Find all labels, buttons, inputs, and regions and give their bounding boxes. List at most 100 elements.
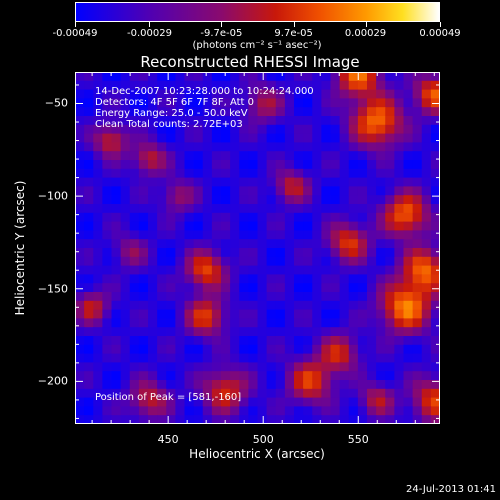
heatmap-cell xyxy=(421,327,432,337)
heatmap-cell xyxy=(138,344,149,355)
heatmap-cell xyxy=(202,177,213,187)
heatmap-cell xyxy=(348,353,359,363)
heatmap-cell xyxy=(138,300,149,311)
heatmap-cell xyxy=(330,116,341,126)
heatmap-cell xyxy=(230,327,240,337)
heatmap-cell xyxy=(129,380,140,390)
heatmap-cell xyxy=(312,195,322,205)
heatmap-cell xyxy=(421,371,432,381)
heatmap-cell xyxy=(129,168,140,179)
heatmap-cell xyxy=(175,415,186,424)
heatmap-cell xyxy=(202,362,213,372)
annotation-peak-position: Position of Peak = [581,-160] xyxy=(95,392,242,403)
heatmap-cell xyxy=(394,72,405,82)
heatmap-cell xyxy=(412,318,423,328)
heatmap-cell xyxy=(303,318,313,328)
heatmap-cell xyxy=(385,186,395,196)
heatmap-cell xyxy=(120,318,131,328)
heatmap-cell xyxy=(248,212,259,223)
heatmap-cell xyxy=(385,318,395,328)
heatmap-cell xyxy=(211,177,222,187)
heatmap-cell xyxy=(248,388,259,399)
heatmap-cell xyxy=(239,248,249,258)
heatmap-cell xyxy=(248,80,259,91)
heatmap-cell xyxy=(266,309,277,319)
heatmap-cell xyxy=(321,80,332,91)
heatmap-cell xyxy=(166,230,176,240)
heatmap-cell xyxy=(75,397,85,407)
heatmap-cell xyxy=(239,212,249,223)
heatmap-cell xyxy=(193,283,204,293)
heatmap-cell xyxy=(138,292,149,302)
heatmap-cell xyxy=(138,160,149,170)
heatmap-cell xyxy=(211,221,222,231)
heatmap-cell xyxy=(275,221,286,231)
heatmap-cell xyxy=(275,318,286,328)
heatmap-cell xyxy=(221,327,231,337)
heatmap-cell xyxy=(120,327,131,337)
heatmap-cell xyxy=(339,371,350,381)
heatmap-cell xyxy=(412,309,423,319)
heatmap-cell xyxy=(138,283,149,293)
heatmap-cell xyxy=(138,230,149,240)
heatmap-cell xyxy=(421,133,432,143)
heatmap-cell xyxy=(184,204,195,214)
annotation-detectors: Detectors: 4F 5F 6F 7F 8F, Att 0 xyxy=(95,97,255,108)
heatmap-cell xyxy=(303,72,313,82)
heatmap-cell xyxy=(157,89,167,99)
heatmap-cell xyxy=(394,344,405,355)
heatmap-cell xyxy=(202,397,213,407)
heatmap-cell xyxy=(257,107,268,117)
heatmap-cell xyxy=(193,195,204,205)
heatmap-cell xyxy=(84,415,94,424)
heatmap-cell xyxy=(138,107,149,117)
heatmap-cell xyxy=(157,168,167,179)
heatmap-cell xyxy=(294,415,304,424)
heatmap-cell xyxy=(175,212,186,223)
heatmap-cell xyxy=(211,151,222,161)
heatmap-cell xyxy=(129,72,140,82)
heatmap-cell xyxy=(157,230,167,240)
heatmap-cell xyxy=(193,353,204,363)
heatmap-cell xyxy=(75,371,85,381)
heatmap-cell xyxy=(148,221,158,231)
heatmap-cell xyxy=(421,292,432,302)
heatmap-cell xyxy=(138,397,149,407)
heatmap-cell xyxy=(202,388,213,399)
heatmap-cell xyxy=(385,195,395,205)
heatmap-cell xyxy=(376,124,386,135)
heatmap-cell xyxy=(421,362,432,372)
heatmap-cell xyxy=(129,116,140,126)
heatmap-cell xyxy=(266,388,277,399)
heatmap-cell xyxy=(357,300,368,311)
heatmap-cell xyxy=(184,168,195,179)
heatmap-cell xyxy=(430,116,440,126)
heatmap-cell xyxy=(184,239,195,249)
heatmap-cell xyxy=(257,274,268,284)
heatmap-cell xyxy=(348,204,359,214)
heatmap-cell xyxy=(303,116,313,126)
heatmap-cell xyxy=(184,274,195,284)
heatmap-cell xyxy=(339,107,350,117)
heatmap-cell xyxy=(294,318,304,328)
heatmap-cell xyxy=(294,151,304,161)
heatmap-cell xyxy=(120,168,131,179)
heatmap-cell xyxy=(357,327,368,337)
heatmap-cell xyxy=(221,283,231,293)
heatmap-cell xyxy=(257,230,268,240)
heatmap-cell xyxy=(193,230,204,240)
heatmap-cell xyxy=(248,397,259,407)
heatmap-cell xyxy=(294,397,304,407)
heatmap-cell xyxy=(257,212,268,223)
heatmap-cell xyxy=(84,283,94,293)
heatmap-cell xyxy=(430,186,440,196)
heatmap-cell xyxy=(202,80,213,91)
heatmap-cell xyxy=(84,274,94,284)
heatmap-cell xyxy=(111,195,122,205)
heatmap-cell xyxy=(321,344,332,355)
heatmap-cell xyxy=(321,265,332,275)
heatmap-cell xyxy=(421,230,432,240)
heatmap-cell xyxy=(339,124,350,135)
heatmap-cell xyxy=(248,344,259,355)
heatmap-cell xyxy=(93,327,103,337)
